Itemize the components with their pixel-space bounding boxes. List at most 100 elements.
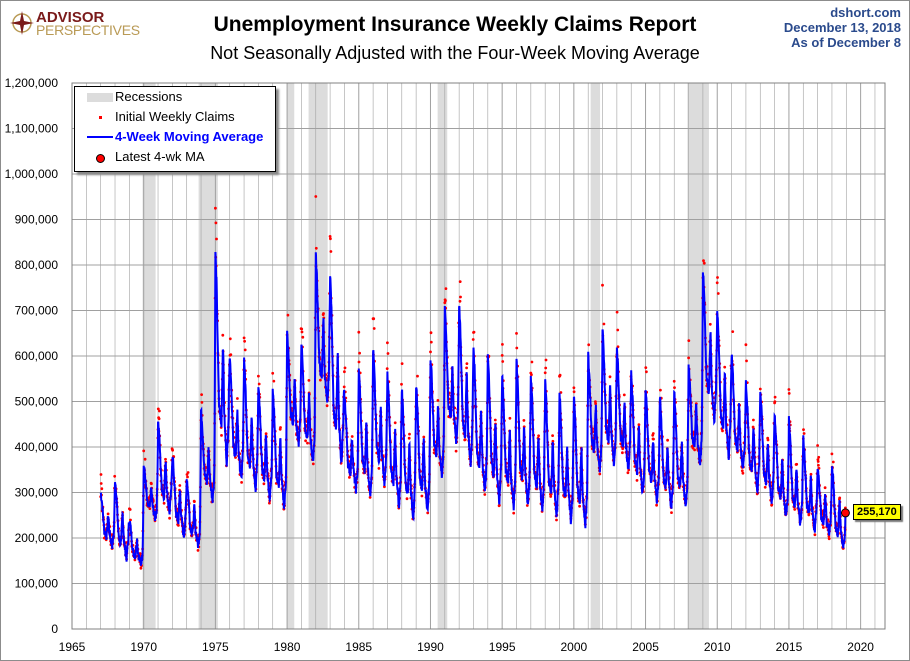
claims-point (651, 432, 655, 435)
claims-point (702, 261, 706, 265)
x-tick-label: 1985 (345, 640, 372, 654)
chart-title: Unemployment Insurance Weekly Claims Rep… (213, 13, 697, 36)
as-of-date: As of December 8 (791, 35, 901, 50)
claims-point (594, 402, 597, 406)
claims-point (243, 339, 247, 343)
claims-point (459, 295, 462, 299)
claims-point (405, 497, 409, 501)
claims-point (193, 500, 196, 503)
claims-point (587, 343, 591, 347)
claims-point (465, 366, 468, 370)
claims-point (787, 388, 791, 391)
claims-point (300, 327, 304, 331)
claims-point (687, 339, 691, 342)
claims-point (637, 423, 641, 427)
claims-point (483, 493, 487, 496)
claims-point (644, 366, 648, 369)
claims-point (444, 287, 448, 290)
claims-point (515, 346, 519, 350)
claims-point (342, 385, 346, 389)
claims-point (493, 418, 497, 422)
claims-point (348, 476, 351, 479)
claims-point (458, 299, 462, 303)
claims-point (831, 460, 835, 464)
claims-point (458, 280, 462, 283)
claims-point (522, 419, 526, 422)
report-date: December 13, 2018 (783, 20, 901, 35)
claims-point (471, 338, 475, 341)
legend-recessions: Recessions (115, 89, 183, 104)
claims-point (506, 484, 510, 487)
claims-point (200, 401, 204, 404)
claims-point (530, 360, 534, 364)
claims-point (530, 373, 533, 377)
claims-point (572, 390, 576, 394)
claims-point (731, 330, 735, 333)
latest-value-label: 255,170 (853, 504, 901, 520)
claims-point (615, 310, 619, 314)
claims-point (357, 360, 361, 364)
claims-point (465, 362, 469, 365)
claims-point (687, 356, 690, 360)
claims-point (257, 382, 261, 386)
claims-point (229, 353, 233, 356)
claims-point (549, 495, 553, 498)
claims-point (816, 444, 819, 447)
claims-point (407, 436, 411, 440)
claims-point (99, 473, 103, 476)
claims-point (537, 434, 540, 438)
y-tick-label: 400,000 (15, 440, 59, 454)
claims-point (616, 328, 620, 332)
claims-point (300, 330, 304, 334)
claims-point (143, 457, 147, 461)
claims-point (544, 366, 548, 370)
claims-point (301, 335, 305, 339)
claims-point (723, 365, 727, 369)
claims-point (816, 460, 820, 463)
x-tick-label: 1990 (417, 640, 444, 654)
claims-point (243, 348, 247, 352)
claims-point (758, 387, 762, 391)
claims-point (100, 487, 104, 491)
claims-point (626, 471, 630, 475)
claims-point (741, 471, 745, 475)
claims-point (817, 463, 820, 467)
claims-point (343, 366, 347, 370)
chart-subtitle: Not Seasonally Adjusted with the Four-We… (210, 43, 700, 63)
claims-point (702, 259, 705, 263)
claims-point (158, 409, 161, 413)
claims-point (322, 312, 325, 315)
claims-point (385, 367, 389, 370)
claims-point (602, 322, 606, 326)
plot-border (71, 82, 886, 630)
claims-point (372, 317, 376, 321)
claims-point (512, 511, 516, 515)
legend-claims: Initial Weekly Claims (115, 109, 235, 124)
claims-point (622, 393, 626, 397)
claims-point (420, 494, 424, 498)
claims-point (157, 417, 161, 421)
claims-point (186, 471, 190, 474)
claims-point (311, 462, 315, 466)
legend-latest-swatch (96, 154, 105, 163)
x-tick-label: 1970 (130, 640, 157, 654)
claims-point (220, 434, 223, 437)
claims-point (793, 508, 797, 511)
claims-point (773, 400, 777, 403)
y-tick-label: 1,200,000 (5, 76, 59, 90)
claims-point (744, 343, 748, 347)
legend-latest: Latest 4-wk MA (115, 149, 205, 164)
logo-text-1: ADVISOR (36, 9, 105, 26)
claims-point (578, 504, 581, 508)
claims-point (817, 455, 821, 459)
x-tick-label: 1975 (202, 640, 229, 654)
latest-ma-marker (840, 508, 850, 518)
claims-point (551, 434, 554, 437)
claims-point (515, 332, 518, 335)
claims-point (508, 416, 512, 420)
claims-point (823, 486, 827, 490)
claims-point (178, 484, 182, 487)
claims-point (128, 508, 132, 511)
claims-point (377, 467, 381, 470)
claims-point (555, 518, 558, 522)
